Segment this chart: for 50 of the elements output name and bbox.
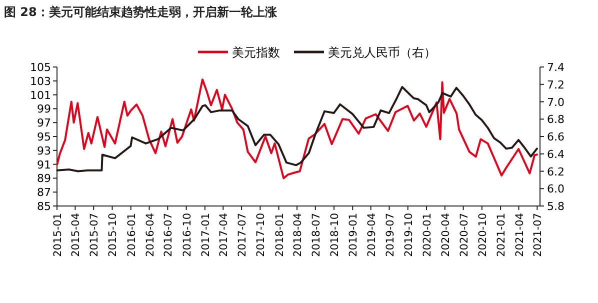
x-tick-label: 2020-01 [421,213,434,257]
x-tick-label: 2019-01 [348,213,360,257]
x-tick-label: 2015-10 [107,213,120,257]
x-tick-label: 2017-01 [200,213,212,257]
x-tick-label: 2019-07 [384,213,396,257]
y2-tick-label: 5.8 [547,200,564,213]
x-tick-label: 2020-07 [458,213,470,257]
legend-label: 美元兑人民币（右） [328,46,436,60]
x-tick-label: 2019-04 [366,212,378,257]
x-tick-label: 2020-04 [440,212,452,257]
y-tick-label: 105 [30,61,51,74]
y-tick-label: 89 [37,172,51,186]
x-tick-label: 2021-01 [496,213,508,257]
x-tick-label: 2016-01 [126,213,138,257]
x-tick-label: 2016-04 [144,212,156,257]
x-tick-label: 2021-07 [532,213,544,257]
x-tick-label: 2016-07 [162,213,175,257]
y-tick-label: 87 [37,186,51,200]
legend-label: 美元指数 [232,46,280,60]
y-tick-label: 101 [30,88,51,102]
x-tick-label: 2017-04 [218,212,230,257]
y-tick-label: 99 [37,102,51,116]
x-tick-label: 2021-04 [514,212,526,257]
x-tick-label: 2020-10 [476,213,489,257]
x-tick-label: 2016-10 [181,213,194,257]
x-tick-label: 2018-07 [310,213,322,257]
y-tick-label: 97 [37,116,51,130]
x-tick-label: 2015-04 [70,212,82,257]
y-tick-label: 95 [37,130,51,144]
x-tick-label: 2019-10 [402,213,415,257]
y2-tick-label: 6.8 [547,113,564,126]
y2-tick-label: 7.2 [547,78,564,92]
x-tick-label: 2018-04 [292,212,304,257]
x-tick-label: 2018-01 [274,213,286,257]
y2-tick-label: 6.6 [547,130,564,144]
y2-tick-label: 7.4 [547,61,564,74]
y2-tick-label: 6.4 [547,148,564,161]
y-tick-label: 91 [37,158,51,172]
x-tick-label: 2015-01 [52,213,64,257]
x-tick-label: 2018-10 [329,213,342,257]
y-tick-label: 93 [37,144,51,158]
y2-tick-label: 6.0 [547,182,564,196]
y-tick-label: 85 [37,200,51,213]
y-tick-label: 103 [30,74,51,88]
chart-title: 图 28：美元可能结束趋势性走弱，开启新一轮上涨 [4,5,278,19]
x-tick-label: 2017-10 [255,213,268,257]
x-tick-label: 2017-07 [236,213,249,257]
x-tick-label: 2015-07 [88,213,101,257]
y2-tick-label: 7.0 [547,96,564,109]
y2-tick-label: 6.2 [547,165,564,178]
